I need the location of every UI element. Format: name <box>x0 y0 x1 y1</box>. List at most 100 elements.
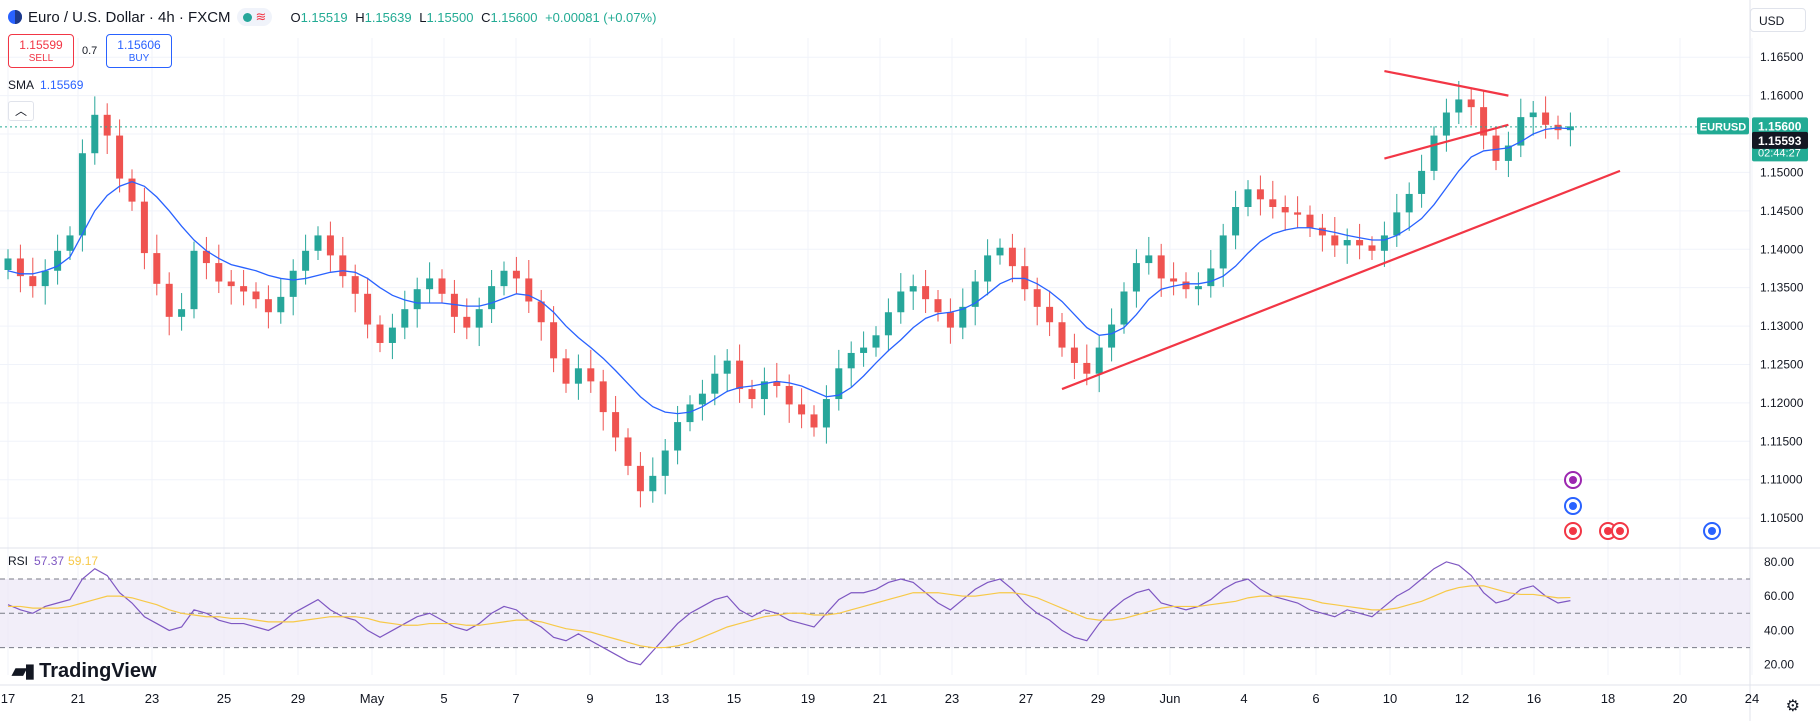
time-tick-label: 27 <box>1019 691 1033 706</box>
globe-event-icon-core <box>1708 527 1716 535</box>
candle-body <box>971 281 979 307</box>
us-flag-event-icon-core <box>1569 527 1577 535</box>
candle-body <box>140 201 148 254</box>
candle-body <box>66 235 74 251</box>
candle-body <box>314 235 322 251</box>
candle-body <box>612 412 620 438</box>
time-tick-label: 15 <box>727 691 741 706</box>
symbol-title[interactable]: Euro / U.S. Dollar · 4h · FXCM <box>28 8 231 26</box>
time-tick-label: 19 <box>801 691 815 706</box>
chevron-up-icon: ︿ <box>14 104 27 118</box>
candle-body <box>1517 117 1525 146</box>
sma-value: 1.15569 <box>40 78 84 92</box>
time-tick-label: 23 <box>945 691 959 706</box>
candle-body <box>835 368 843 400</box>
candle-body <box>116 135 124 179</box>
spread-value: 0.7 <box>82 45 98 57</box>
candle-body <box>562 358 570 384</box>
candle-body <box>723 360 731 374</box>
price-tick-label: 1.15000 <box>1760 165 1804 179</box>
candle-body <box>326 235 334 256</box>
candle-body <box>277 296 285 313</box>
candle-body <box>153 253 161 284</box>
lightning-event-icon <box>1564 471 1582 489</box>
candle-body <box>1380 235 1388 251</box>
time-tick-label: 7 <box>512 691 519 706</box>
price-tick-label: 1.12500 <box>1760 357 1804 371</box>
candles <box>4 81 1574 508</box>
candle-body <box>227 281 235 287</box>
rsi-legend[interactable]: RSI 57.37 59.17 <box>8 554 98 568</box>
time-tick-label: 6 <box>1312 691 1319 706</box>
candle-body <box>872 335 880 348</box>
candle-body <box>4 258 12 270</box>
candle-body <box>847 352 855 369</box>
trendline <box>1384 123 1509 160</box>
tradingview-logo: ▰▮ TradingView <box>12 660 157 683</box>
candle-body <box>1430 135 1438 171</box>
price-tick-label: 1.10500 <box>1760 511 1804 525</box>
time-tick-label: 18 <box>1601 691 1615 706</box>
candle-body <box>1033 289 1041 307</box>
candle-body <box>1269 199 1277 207</box>
market-status-pill[interactable]: ≋ <box>236 8 273 26</box>
candle-body <box>996 247 1004 256</box>
symbol-tag-label: EURUSD <box>1700 121 1747 133</box>
globe-event-icon-core <box>1569 502 1577 510</box>
candle-body <box>1083 362 1091 374</box>
candle-body <box>1480 107 1488 136</box>
time-tick-label: 12 <box>1455 691 1469 706</box>
high-value: 1.15639 <box>364 9 412 25</box>
rsi-ma-value: 59.17 <box>68 554 99 568</box>
candle-body <box>16 258 24 277</box>
candle-body <box>525 278 533 302</box>
rsi-tick-label: 80.00 <box>1764 555 1794 569</box>
time-tick-label: 13 <box>655 691 669 706</box>
candle-body <box>537 301 545 323</box>
candle-body <box>438 278 446 294</box>
candle-body <box>1281 207 1289 213</box>
time-tick-label: 21 <box>71 691 85 706</box>
sell-button[interactable]: 1.15599 SELL <box>8 34 74 68</box>
currency-selector[interactable]: USD <box>1750 8 1806 32</box>
candle-body <box>1058 322 1066 348</box>
candle-body <box>810 414 818 428</box>
event-markers <box>1564 471 1721 540</box>
rsi-tick-label: 60.00 <box>1764 589 1794 603</box>
current-price-label: 1.15600 <box>1758 119 1802 133</box>
candle-body <box>488 286 496 310</box>
candle-body <box>1157 255 1165 279</box>
candle-body <box>401 309 409 328</box>
collapse-legend-button[interactable]: ︿ <box>8 101 34 121</box>
candle-body <box>1442 112 1450 136</box>
gear-icon[interactable]: ⚙ <box>1785 698 1800 715</box>
candle-body <box>674 422 682 451</box>
candle-body <box>364 293 372 325</box>
price-tick-label: 1.14500 <box>1760 204 1804 218</box>
candle-body <box>1170 278 1178 282</box>
price-tick-label: 1.13500 <box>1760 281 1804 295</box>
candle-body <box>1368 245 1376 251</box>
candle-body <box>698 393 706 405</box>
price-tick-label: 1.12000 <box>1760 396 1804 410</box>
sma-legend[interactable]: SMA 1.15569 <box>8 78 83 92</box>
price-tick-label: 1.13000 <box>1760 319 1804 333</box>
candle-body <box>624 437 632 466</box>
sma-line <box>7 127 1571 415</box>
candle-body <box>54 250 62 271</box>
candle-body <box>463 316 471 328</box>
candle-body <box>1343 240 1351 246</box>
overlays <box>0 69 1750 666</box>
time-tick-label: 29 <box>291 691 305 706</box>
candle-body <box>339 255 347 277</box>
trendline <box>1061 169 1621 391</box>
us-flag-event-icon <box>1611 522 1629 540</box>
buy-button[interactable]: 1.15606 BUY <box>106 34 172 68</box>
price-tick-label: 1.16000 <box>1760 89 1804 103</box>
low-value: 1.15500 <box>426 9 474 25</box>
us-flag-event-icon-core <box>1616 527 1624 535</box>
candle-body <box>1108 324 1116 348</box>
time-tick-label: 25 <box>217 691 231 706</box>
